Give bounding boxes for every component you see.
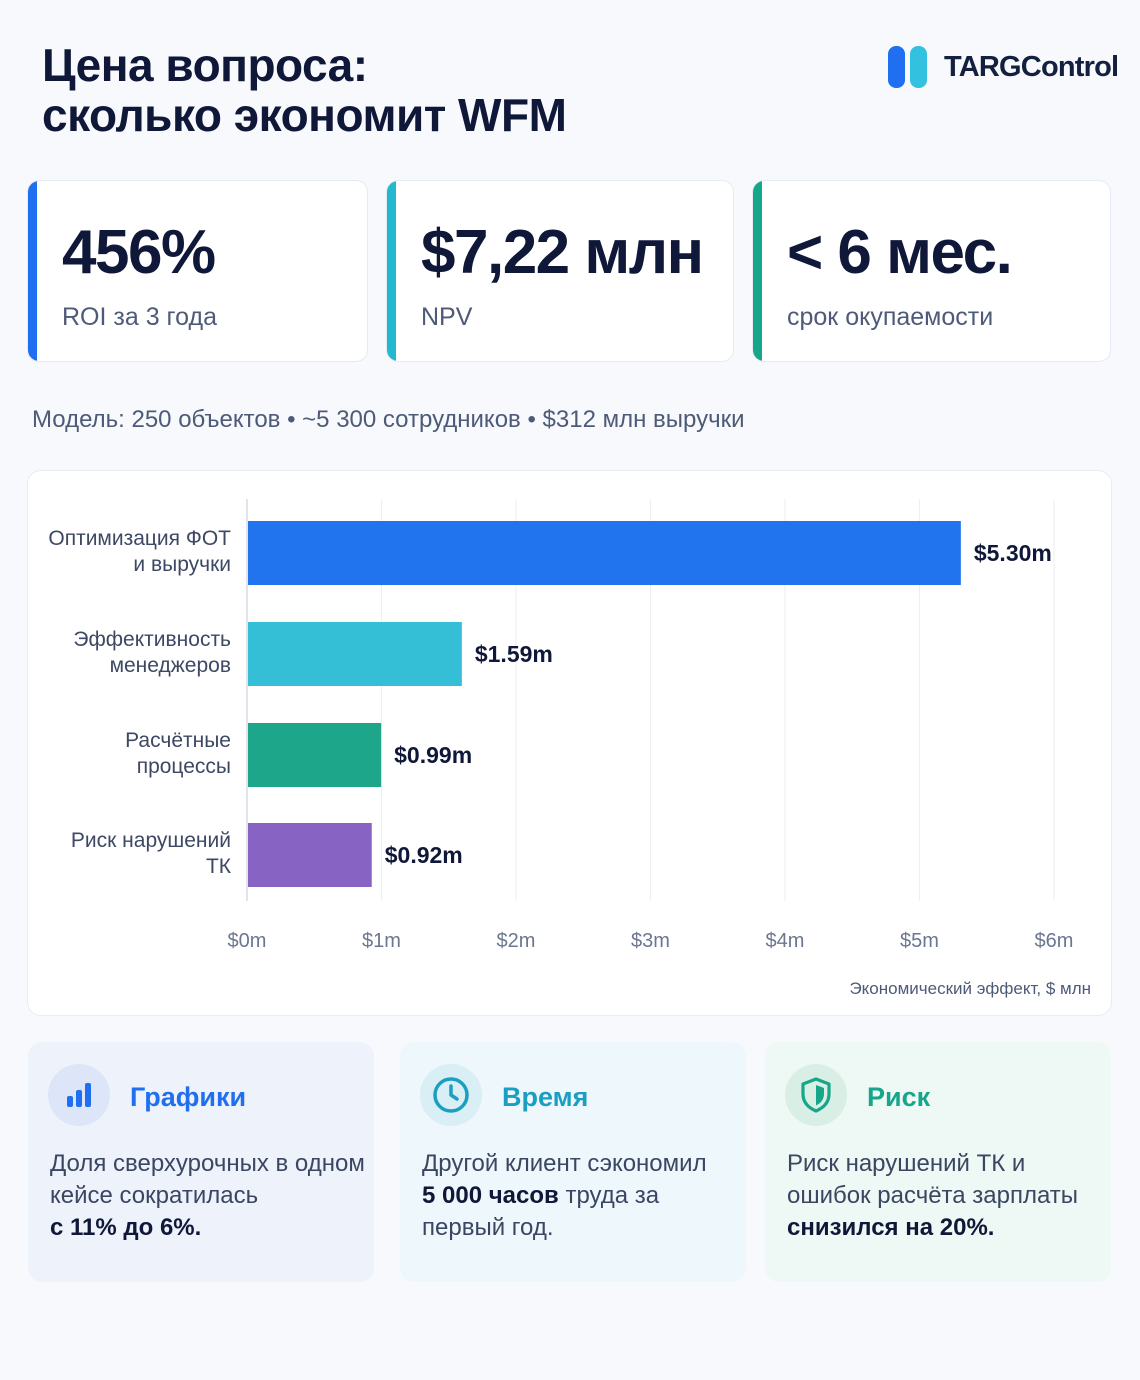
x-tick-label: $1m <box>362 930 401 952</box>
info-card-text: Доля сверхурочных в одном кейсе сократил… <box>50 1150 365 1241</box>
model-assumptions: Модель: 250 объектов • ~5 300 сотруднико… <box>32 406 745 433</box>
bar-chart-icon <box>48 1064 110 1126</box>
info-card-title: Риск <box>867 1082 931 1112</box>
info-card-title: Графики <box>130 1082 247 1112</box>
category-label: Расчётные <box>125 729 231 752</box>
category-label: менеджеров <box>110 654 231 677</box>
shield-icon <box>785 1064 847 1126</box>
brand-name: TARGControl <box>944 50 1119 83</box>
kpi-card-npv: $7,22 млн NPV <box>386 180 734 362</box>
info-card-title: Время <box>502 1082 589 1112</box>
data-label: $0.99m <box>394 742 472 768</box>
data-label: $5.30m <box>974 540 1052 566</box>
kpi-label: ROI за 3 года <box>62 303 217 331</box>
info-card-text: Риск нарушений ТК и ошибок расчёта зарпл… <box>787 1150 1079 1241</box>
brand-logo-icon <box>888 46 930 88</box>
kpi-accent-bar <box>387 181 396 361</box>
kpi-label: NPV <box>421 303 473 331</box>
category-label: ТК <box>206 855 232 878</box>
category-label: и выручки <box>133 553 231 576</box>
data-label: $1.59m <box>475 641 553 667</box>
kpi-card-payback: < 6 мес. срок окупаемости <box>752 180 1111 362</box>
kpi-label: срок окупаемости <box>787 303 994 331</box>
clock-icon <box>420 1064 482 1126</box>
bar <box>248 622 462 686</box>
x-axis-title: Экономический эффект, $ млн <box>849 979 1091 998</box>
brand-logo: TARGControl <box>888 46 1119 88</box>
category-label: Эффективность <box>73 628 231 651</box>
kpi-value: $7,22 млн <box>421 218 704 287</box>
category-label: Оптимизация ФОТ <box>48 527 231 550</box>
info-card-risk: Риск Риск нарушений ТК и ошибок расчёта … <box>765 1042 1111 1282</box>
kpi-value: < 6 мес. <box>787 218 1013 287</box>
info-card-time: Время Другой клиент сэкономил 5 000 часо… <box>400 1042 746 1282</box>
category-label: процессы <box>137 755 231 778</box>
title-line-1: Цена вопроса: <box>42 39 368 91</box>
x-tick-label: $6m <box>1035 930 1074 952</box>
info-card-schedules: Графики Доля сверхурочных в одном кейсе … <box>28 1042 374 1282</box>
title-line-2: сколько экономит WFM <box>42 89 567 141</box>
info-card-text: Другой клиент сэкономил 5 000 часов труд… <box>422 1150 707 1241</box>
x-tick-label: $3m <box>631 930 670 952</box>
chart-card: $0m $1m $2m $3m $4m $5m $6m $5.30m Оптимизация Ф… <box>27 470 1112 1016</box>
kpi-card-roi: 456% ROI за 3 года <box>27 180 368 362</box>
kpi-value: 456% <box>62 218 216 287</box>
x-tick-label: $5m <box>900 930 939 952</box>
x-tick-label: $2m <box>497 930 536 952</box>
data-label: $0.92m <box>385 842 463 868</box>
category-label: Риск нарушений <box>71 829 231 852</box>
kpi-accent-bar <box>28 181 37 361</box>
bar-chart: $0m $1m $2m $3m $4m $5m $6m $5.30m Оптимизация Ф… <box>48 499 1091 998</box>
kpi-accent-bar <box>753 181 762 361</box>
x-tick-label: $4m <box>766 930 805 952</box>
bar <box>248 823 372 887</box>
bar <box>248 521 961 585</box>
bar <box>248 723 382 787</box>
page-title: Цена вопроса: сколько экономит WFM <box>42 39 567 141</box>
x-tick-label: $0m <box>228 930 267 952</box>
